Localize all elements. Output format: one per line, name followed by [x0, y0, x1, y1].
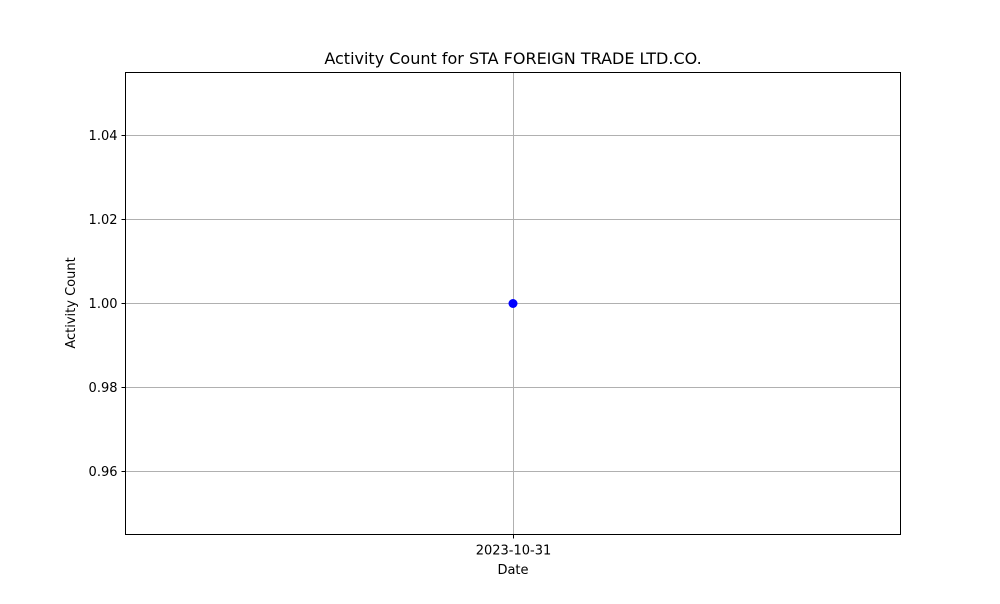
y-tick-label: 0.98 [89, 381, 118, 396]
x-axis-label: Date [497, 563, 528, 578]
y-axis-ticks: 0.96 0.98 1.00 1.02 1.04 [89, 129, 126, 480]
y-tick-label: 1.00 [89, 297, 118, 312]
y-tick-label: 0.96 [89, 465, 118, 480]
series-layer [508, 299, 518, 308]
y-axis-label: Activity Count [64, 257, 79, 348]
chart-title: Activity Count for STA FOREIGN TRADE LTD… [324, 49, 701, 68]
y-tick-label: 1.04 [89, 129, 118, 144]
x-tick-label: 2023-10-31 [476, 544, 552, 559]
data-point [508, 299, 518, 308]
x-axis-ticks: 2023-10-31 [476, 534, 552, 559]
y-tick-label: 1.02 [89, 213, 118, 228]
